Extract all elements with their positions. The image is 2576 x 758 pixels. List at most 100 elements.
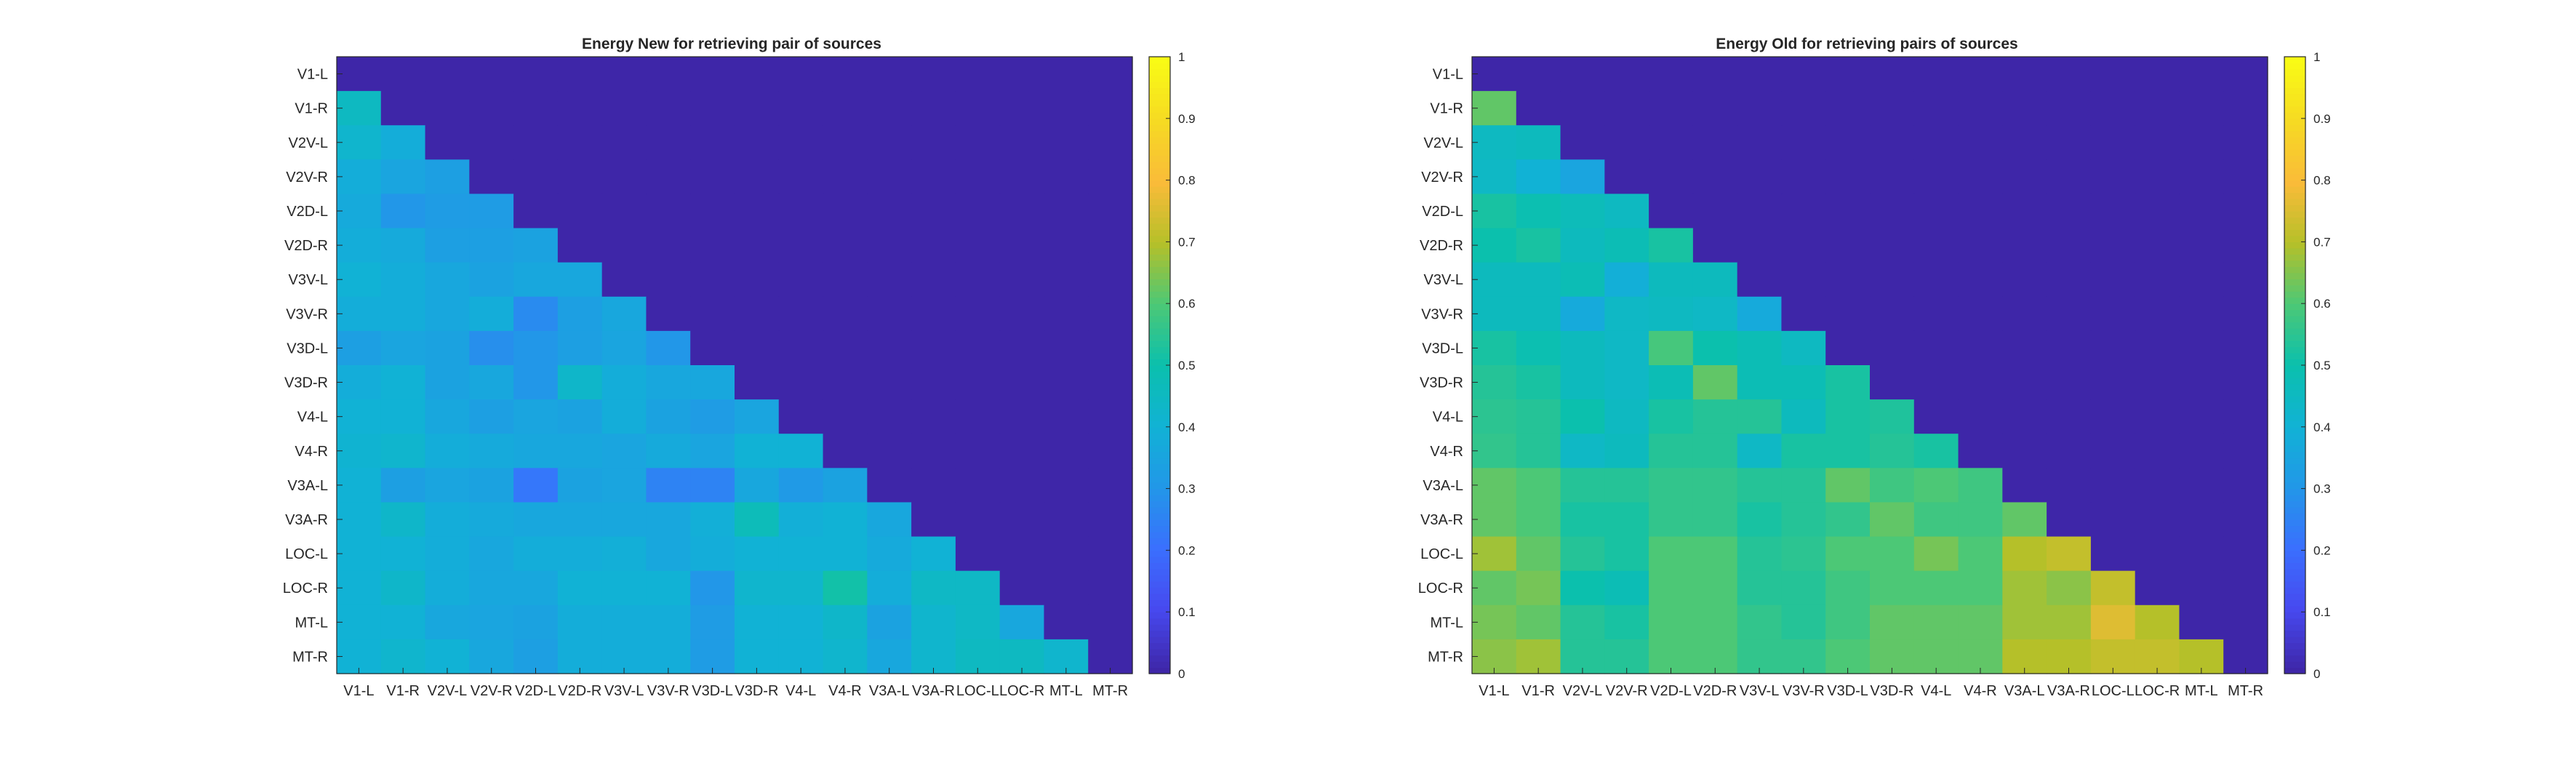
x-tick-label: V1-L xyxy=(343,683,374,699)
heatmap-cell xyxy=(513,125,559,160)
heatmap-cell xyxy=(1958,159,2003,195)
heatmap-cell xyxy=(1781,91,1826,126)
chart-title: Energy Old for retrieving pairs of sourc… xyxy=(1716,36,2017,52)
heatmap-cell xyxy=(2002,365,2047,400)
colorbar-segment xyxy=(1149,377,1170,385)
heatmap-cell xyxy=(1913,57,1959,92)
y-tick-label: V3V-L xyxy=(1424,272,1463,288)
heatmap-cell xyxy=(911,194,956,229)
heatmap-cell xyxy=(1825,570,1871,606)
colorbar-segment xyxy=(1149,495,1170,502)
heatmap-cell xyxy=(778,330,824,366)
colorbar-segment xyxy=(2284,105,2305,113)
colorbar-segment xyxy=(1149,105,1170,113)
heatmap-cell xyxy=(646,570,691,606)
heatmap-cell xyxy=(999,330,1045,366)
heatmap-cell xyxy=(778,570,824,606)
y-tick-label: V4-R xyxy=(1430,444,1463,460)
heatmap-cell xyxy=(1516,365,1561,400)
heatmap-cell xyxy=(690,434,735,468)
heatmap-cell xyxy=(1781,296,1826,332)
heatmap-cell xyxy=(2135,434,2180,468)
colorbar-segment xyxy=(1149,155,1170,162)
heatmap-cells xyxy=(1472,57,2268,674)
colorbar-segment xyxy=(1149,482,1170,490)
heatmap-cell xyxy=(601,468,647,503)
colorbar-segment xyxy=(2284,365,2305,372)
heatmap-cell xyxy=(469,194,514,229)
colorbar-segment xyxy=(1149,575,1170,582)
colorbar-segment xyxy=(2284,192,2305,199)
colorbar-segment xyxy=(1149,161,1170,169)
heatmap-cell xyxy=(380,228,426,263)
heatmap-cell xyxy=(1516,91,1561,126)
heatmap-cell xyxy=(1044,502,1089,538)
heatmap-cell xyxy=(690,570,735,606)
heatmap-cell xyxy=(2223,91,2268,126)
heatmap-cell xyxy=(955,434,1001,468)
colorbar-segment xyxy=(1149,199,1170,206)
colorbar-segment xyxy=(2284,242,2305,249)
x-tick-labels: V1-L V1-R V2V-L V2V-R V2D-L V2D-R V3V-L V3V-R V3… xyxy=(343,668,1128,699)
colorbar-tick-label: 0.9 xyxy=(2313,112,2331,126)
x-tick-label: LOC-R xyxy=(999,683,1044,699)
heatmap-cell xyxy=(425,502,470,538)
heatmap-cell xyxy=(1737,194,1783,229)
colorbar-segment xyxy=(2284,587,2305,594)
colorbar-segment xyxy=(1149,550,1170,557)
heatmap-cell xyxy=(2090,91,2136,126)
colorbar-segment xyxy=(1149,543,1170,551)
heatmap-cell xyxy=(1044,296,1089,332)
heatmap-cell xyxy=(1472,434,1517,468)
colorbar-segment xyxy=(1149,353,1170,360)
x-tick-label: V3A-R xyxy=(912,683,955,699)
heatmap-cell xyxy=(1781,228,1826,263)
heatmap-cell xyxy=(1516,159,1561,195)
heatmap-cell xyxy=(1737,502,1783,538)
heatmap-cell xyxy=(513,57,559,92)
heatmap-cell xyxy=(1516,194,1561,229)
heatmap-cell xyxy=(2223,536,2268,572)
colorbar-segment xyxy=(2284,340,2305,348)
x-tick-label: V2D-R xyxy=(1693,683,1737,699)
colorbar-segment xyxy=(1149,556,1170,563)
heatmap-cell xyxy=(2047,194,2092,229)
heatmap-cell xyxy=(823,57,868,92)
colorbar-segment xyxy=(1149,661,1170,669)
heatmap-cell xyxy=(823,330,868,366)
x-tick-label: V1-R xyxy=(1521,683,1555,699)
colorbar-segment xyxy=(1149,143,1170,150)
heatmap-cell xyxy=(1737,365,1783,400)
heatmap-cell xyxy=(557,570,603,606)
heatmap-cell xyxy=(1781,605,1826,640)
heatmap-cell xyxy=(425,262,470,298)
heatmap-cell xyxy=(1958,536,2003,572)
colorbar-segment xyxy=(2284,118,2305,125)
heatmap-cell xyxy=(2090,194,2136,229)
heatmap-cell xyxy=(337,194,382,229)
colorbar-segment xyxy=(1149,291,1170,298)
colorbar-segment xyxy=(1149,309,1170,316)
heatmap-cell xyxy=(601,330,647,366)
heatmap-cell xyxy=(1604,228,1649,263)
heatmap-cell xyxy=(2179,194,2224,229)
x-tick-label: V3D-R xyxy=(735,683,778,699)
heatmap-cell xyxy=(1870,91,1915,126)
heatmap-cell xyxy=(337,125,382,160)
x-tick-label: V2D-L xyxy=(515,683,556,699)
colorbar-segment xyxy=(1149,266,1170,274)
colorbar-segment xyxy=(1149,284,1170,292)
heatmap-cell xyxy=(1781,194,1826,229)
heatmap-cell xyxy=(735,502,780,538)
heatmap-cell xyxy=(911,57,956,92)
heatmap-cell xyxy=(1604,91,1649,126)
heatmap-cell xyxy=(1958,434,2003,468)
heatmap-cell xyxy=(380,502,426,538)
colorbar-segment xyxy=(2284,637,2305,644)
heatmap-cell xyxy=(1472,296,1517,332)
x-tick-label: LOC-L xyxy=(2092,683,2135,699)
colorbar-segment xyxy=(2284,112,2305,119)
y-tick-label: V2D-L xyxy=(1422,204,1463,220)
heatmap-cell xyxy=(823,502,868,538)
heatmap-cell xyxy=(425,125,470,160)
